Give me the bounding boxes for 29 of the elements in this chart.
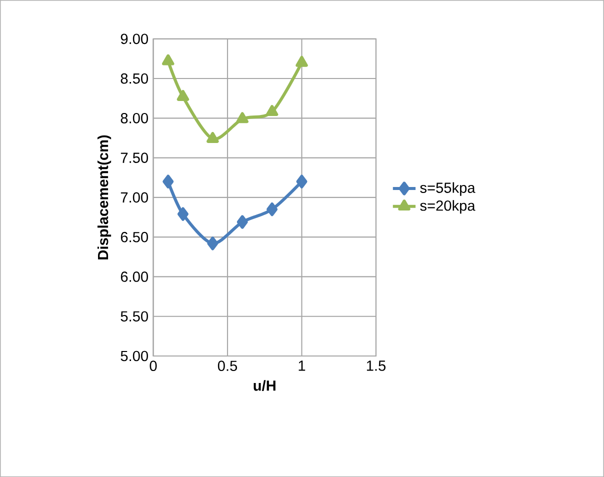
- point: [236, 112, 248, 124]
- point: [266, 104, 278, 116]
- point: [207, 236, 218, 250]
- point: [296, 56, 308, 67]
- y-tick-label: 5.50: [120, 311, 148, 322]
- x-tick-label: 1.5: [366, 360, 386, 371]
- y-tick-label: 8.50: [120, 73, 148, 84]
- x-tick-label: 0: [150, 360, 157, 371]
- y-tick-label: 6.00: [120, 271, 148, 282]
- y-tick-label: 6.50: [120, 232, 148, 242]
- y-axis-title: Displacement(cm): [97, 135, 112, 260]
- y-tick-label: 9.00: [120, 34, 148, 44]
- y-tick-label: 8.00: [120, 112, 148, 124]
- point: [236, 215, 248, 229]
- x-axis-title: u/H: [254, 380, 276, 391]
- point: [266, 202, 278, 216]
- point: [162, 174, 174, 188]
- point: [162, 54, 174, 66]
- legend-label: s=20kpa: [420, 200, 476, 214]
- y-tick-label: 7.50: [120, 152, 148, 163]
- x-tick-label: 0.5: [218, 360, 238, 371]
- point: [206, 132, 219, 143]
- point: [296, 174, 308, 188]
- legend-label: s=55kpa: [420, 182, 476, 196]
- point: [176, 90, 190, 101]
- x-tick-label: 1: [298, 360, 306, 371]
- y-tick-label: 5.00: [120, 350, 148, 362]
- point: [177, 207, 188, 221]
- y-tick-label: 7.00: [120, 192, 148, 203]
